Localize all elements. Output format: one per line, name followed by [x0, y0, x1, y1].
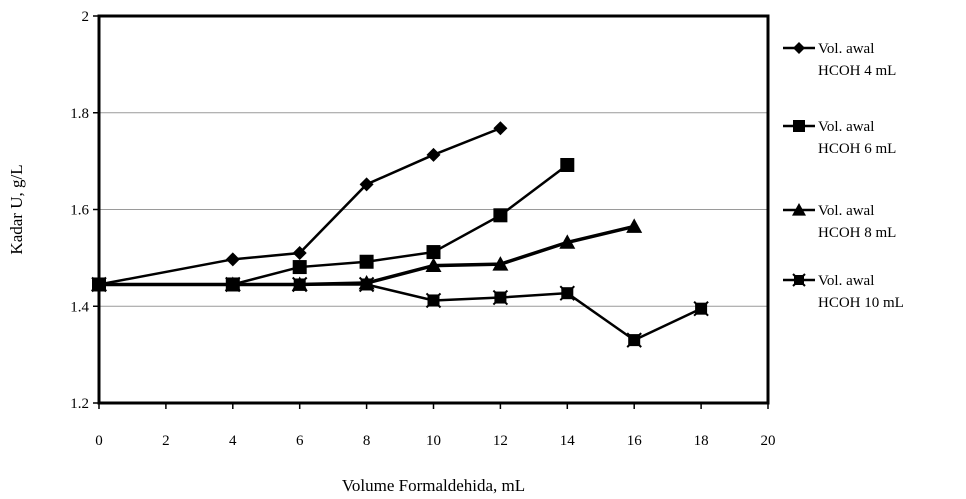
- x-tick-label: 4: [229, 433, 237, 449]
- star-marker: [358, 276, 375, 293]
- triangle-marker: [492, 256, 509, 271]
- legend-item: Vol. awal HCOH 8 mL: [783, 203, 896, 241]
- square-marker: [560, 157, 575, 172]
- legend-label-line1: Vol. awal: [818, 273, 874, 289]
- series-line: [98, 127, 501, 286]
- y-tick-label: 1.4: [70, 299, 89, 315]
- star-marker-stroke: [626, 332, 642, 348]
- series-group: [91, 121, 709, 348]
- x-tick-label: 14: [560, 433, 576, 449]
- star-marker-stroke: [225, 276, 241, 293]
- star-marker: [291, 276, 308, 293]
- diamond-marker: [426, 147, 441, 162]
- square-marker: [359, 254, 374, 269]
- diamond-marker: [793, 42, 805, 54]
- x-tick-label: 2: [162, 433, 170, 449]
- x-tick-label: 16: [627, 433, 643, 449]
- x-tick-label: 8: [363, 433, 371, 449]
- triangle-marker: [626, 218, 643, 233]
- x-tick-label: 0: [95, 433, 103, 449]
- x-tick-label: 10: [426, 433, 441, 449]
- axis-ticks: 1.21.41.61.820 2 4 6 8 10 12 14 16 18 20: [70, 9, 775, 449]
- diamond-marker: [493, 121, 508, 136]
- legend-label-line2: HCOH 4 mL: [818, 63, 896, 79]
- star-marker-stroke: [559, 285, 576, 301]
- triangle-marker: [792, 203, 806, 216]
- legend-label-line1: Vol. awal: [818, 41, 874, 57]
- x-axis-title: Volume Formaldehida, mL: [342, 476, 525, 495]
- star-marker: [693, 300, 709, 317]
- legend-label-line2: HCOH 8 mL: [818, 225, 896, 241]
- star-marker-stroke: [91, 276, 107, 293]
- square-marker: [493, 208, 508, 223]
- y-tick-label: 2: [82, 9, 90, 25]
- star-marker: [559, 285, 576, 301]
- legend-label-line1: Vol. awal: [818, 119, 874, 135]
- series-4: [91, 276, 709, 348]
- star-marker: [792, 273, 806, 287]
- square-marker: [426, 245, 441, 260]
- star-marker-stroke: [492, 289, 509, 306]
- y-tick-label: 1.2: [70, 396, 89, 412]
- y-tick-label: 1.8: [70, 106, 89, 122]
- star-marker-stroke: [792, 273, 806, 287]
- y-tick-label: 1.6: [70, 203, 89, 219]
- star-marker: [626, 332, 642, 348]
- x-tick-label: 18: [694, 433, 709, 449]
- square-marker: [793, 120, 805, 132]
- star-marker: [225, 276, 241, 293]
- legend-label-line2: HCOH 6 mL: [818, 141, 896, 157]
- legend-label-line1: Vol. awal: [818, 203, 874, 219]
- legend-item: Vol. awal HCOH 4 mL: [783, 41, 896, 79]
- diamond-marker: [292, 246, 307, 261]
- star-marker-stroke: [291, 276, 308, 293]
- star-marker: [492, 289, 509, 306]
- diamond-marker: [225, 252, 240, 267]
- square-marker: [292, 260, 307, 275]
- star-marker: [91, 276, 107, 293]
- grid-lines: [99, 112, 768, 307]
- star-marker: [425, 292, 442, 309]
- legend-label-line2: HCOH 10 mL: [818, 295, 904, 311]
- star-marker-stroke: [425, 292, 442, 309]
- legend-item: Vol. awal HCOH 10 mL: [783, 273, 904, 311]
- series-line: [99, 283, 702, 342]
- star-marker-stroke: [358, 276, 375, 293]
- x-tick-label: 20: [761, 433, 776, 449]
- triangle-marker: [559, 234, 576, 249]
- star-marker-stroke: [693, 300, 709, 317]
- y-axis-title: Kadar U, g/L: [7, 164, 26, 254]
- triangle-marker: [425, 257, 442, 273]
- diamond-marker: [359, 177, 374, 192]
- x-tick-label: 12: [493, 433, 508, 449]
- x-tick-label: 6: [296, 433, 304, 449]
- legend-item: Vol. awal HCOH 6 mL: [783, 119, 896, 157]
